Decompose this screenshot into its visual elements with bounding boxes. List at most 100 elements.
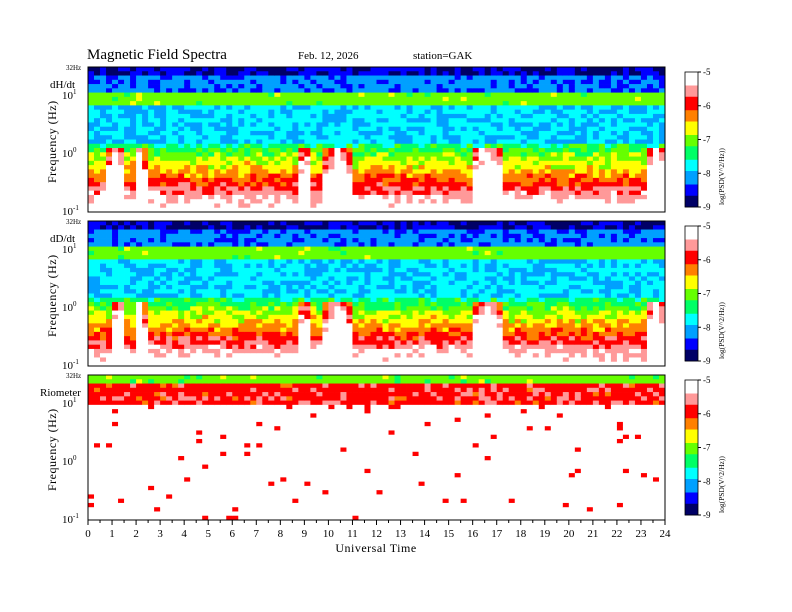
spectrogram-cell [112,289,118,294]
spectrogram-cell [112,131,118,136]
spectrogram-cell [395,148,401,153]
spectrogram-cell [497,122,503,127]
spectrogram-cell [184,122,190,127]
spectrogram-cell [106,221,112,226]
spectrogram-cell [214,234,220,239]
spectrogram-cell [178,127,184,132]
spectrogram-cell [593,165,599,170]
spectrogram-cell [226,336,232,341]
spectrogram-cell [184,255,190,260]
spectrogram-cell [346,340,352,345]
spectrogram-cell [557,144,563,149]
spectrogram-cell [142,140,148,145]
spectrogram-cell [214,199,220,204]
spectrogram-cell [575,144,581,149]
spectrogram-cell [112,319,118,324]
spectrogram-cell [280,264,286,269]
spectrogram-cell [389,157,395,162]
spectrogram-cell [148,93,154,98]
spectrogram-cell [298,182,304,187]
spectrogram-cell [352,131,358,136]
spectrogram-cell [443,169,449,174]
spectrogram-cell [533,93,539,98]
spectrogram-cell [142,264,148,269]
spectrogram-cell [605,174,611,179]
spectrogram-cell [364,311,370,316]
spectrogram-cell [100,101,106,106]
spectrogram-cell [617,165,623,170]
spectrogram-cell [455,186,461,191]
spectrogram-cell [545,84,551,89]
spectrogram-cell [124,294,130,299]
spectrogram-cell [196,199,202,204]
spectrogram-cell [310,259,316,264]
spectrogram-cell [280,357,286,362]
spectrogram-cell [172,272,178,277]
spectrogram-cell [455,182,461,187]
spectrogram-cell [268,80,274,85]
spectrogram-cell [545,148,551,153]
spectrogram-cell [334,294,340,299]
spectrogram-cell [533,165,539,170]
spectrogram-cell [262,230,268,235]
spectrogram-cell [94,178,100,183]
spectrogram-cell [310,289,316,294]
spectrogram-cell [100,71,106,76]
spectrogram-cell [328,272,334,277]
spectrogram-cell [437,93,443,98]
spectrogram-cell [208,357,214,362]
spectrogram-cell [316,276,322,281]
spectrogram-cell [100,186,106,191]
spectrogram-cell [100,251,106,256]
spectrogram-cell [238,174,244,179]
spectrogram-cell [491,114,497,119]
spectrogram-cell [641,191,647,196]
spectrogram-cell [154,165,160,170]
spectrogram-cell [370,294,376,299]
spectrogram-cell [202,71,208,76]
spectrogram-cell [328,311,334,316]
spectrogram-cell [659,76,665,81]
spectrogram-cell [322,225,328,230]
spectrogram-cell [244,144,250,149]
spectrogram-cell [298,230,304,235]
spectrogram-cell [148,285,154,290]
spectrogram-cell [124,281,130,286]
spectrogram-cell [250,285,256,290]
spectrogram-cell [316,165,322,170]
spectrogram-cell [190,340,196,345]
spectrogram-cell [112,169,118,174]
spectrogram-cell [352,255,358,260]
spectrogram-cell [202,182,208,187]
spectrogram-cell [521,144,527,149]
spectrogram-cell [124,311,130,316]
spectrogram-cell [383,203,389,208]
spectrogram-cell [587,144,593,149]
spectrogram-cell [292,174,298,179]
spectrogram-cell [629,174,635,179]
spectrogram-cell [250,148,256,153]
spectrogram-cell [274,345,280,350]
spectrogram-cell [298,105,304,110]
spectrogram-cell [142,259,148,264]
spectrogram-cell [238,88,244,93]
spectrogram-cell [292,230,298,235]
spectrogram-cell [226,199,232,204]
spectrogram-cell [298,67,304,72]
spectrogram-cell [268,225,274,230]
spectrogram-cell [130,186,136,191]
spectrogram-cell [358,148,364,153]
spectrogram-cell [533,80,539,85]
spectrogram-cell [322,247,328,252]
spectrogram-cell [112,174,118,179]
spectrogram-cell [220,345,226,350]
spectrogram-cell [419,135,425,140]
spectrogram-cell [334,186,340,191]
spectrogram-cell [250,315,256,320]
spectrogram-cell [202,80,208,85]
spectrogram-cell [527,157,533,162]
spectrogram-cell [256,225,262,230]
spectrogram-cell [617,84,623,89]
spectrogram-cell [437,174,443,179]
spectrogram-cell [298,152,304,157]
